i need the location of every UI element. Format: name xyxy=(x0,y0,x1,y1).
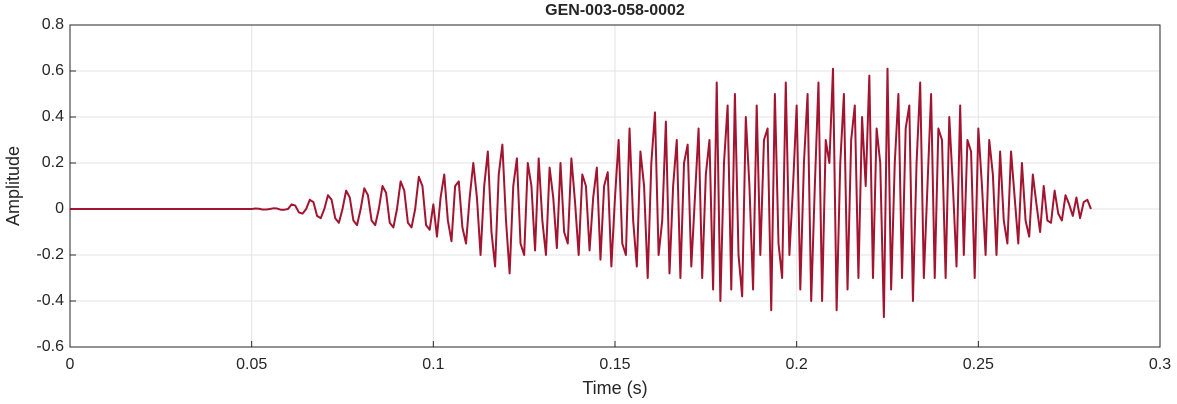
y-tick-label: -0.6 xyxy=(36,338,64,355)
x-tick-label: 0.25 xyxy=(963,356,994,373)
chart-title: GEN-003-058-0002 xyxy=(545,2,685,19)
x-axis-label: Time (s) xyxy=(582,378,647,398)
x-tick-label: 0.2 xyxy=(786,356,808,373)
x-tick-label: 0.05 xyxy=(236,356,267,373)
y-tick-label: 0.4 xyxy=(42,108,64,125)
y-tick-label: 0 xyxy=(55,200,64,217)
x-tick-label: 0.3 xyxy=(1149,356,1171,373)
x-tick-label: 0.15 xyxy=(599,356,630,373)
y-tick-label: -0.4 xyxy=(36,292,64,309)
x-tick-label: 0.1 xyxy=(422,356,444,373)
y-tick-label: 0.8 xyxy=(42,16,64,33)
y-axis-label: Amplitude xyxy=(3,146,23,226)
y-tick-label: 0.6 xyxy=(42,62,64,79)
x-tick-label: 0 xyxy=(66,356,75,373)
y-tick-label: -0.2 xyxy=(36,246,64,263)
y-tick-label: 0.2 xyxy=(42,154,64,171)
axes-box xyxy=(69,24,1161,348)
waveform-line xyxy=(70,67,1092,319)
